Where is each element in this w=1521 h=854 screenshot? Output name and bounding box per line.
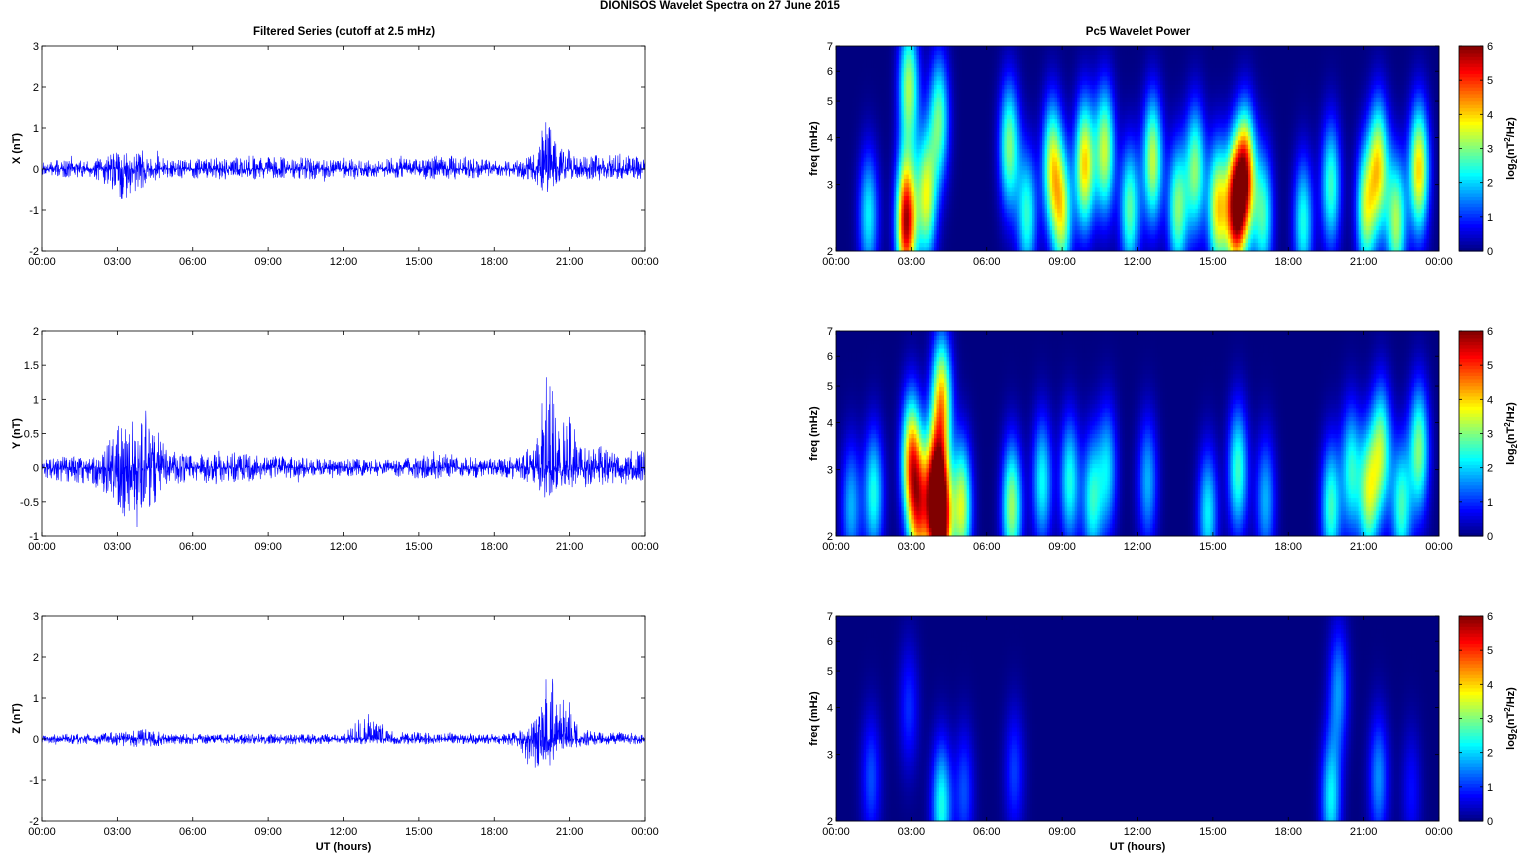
y-tick-label: 2 [33, 652, 39, 664]
x-tick-label: 18:00 [480, 256, 508, 268]
x-tick-label: 03:00 [104, 541, 132, 553]
x-tick-label: 06:00 [179, 826, 207, 838]
y-tick-label: 3 [33, 41, 39, 53]
y-axis-label: Y (nT) [11, 418, 23, 449]
figure: DIONISOS Wavelet Spectra on 27 June 2015… [0, 0, 1521, 854]
x-tick-label: 00:00 [28, 256, 56, 268]
y-axis-label: Z (nT) [11, 703, 23, 734]
y-tick-label: 1 [33, 394, 39, 406]
x-tick-label: 15:00 [405, 541, 433, 553]
y-tick-label: 2 [33, 326, 39, 338]
x-tick-label: 03:00 [104, 256, 132, 268]
y-tick-label: 0.5 [24, 429, 39, 441]
y-tick-label: 0 [33, 164, 39, 176]
x-axis-label: UT (hours) [316, 841, 372, 853]
y-tick-label: 1 [33, 693, 39, 705]
x-tick-label: 06:00 [179, 256, 207, 268]
y-tick-label: 0 [33, 463, 39, 475]
x-tick-label: 21:00 [556, 826, 584, 838]
x-tick-label: 18:00 [480, 826, 508, 838]
x-tick-label: 00:00 [631, 256, 659, 268]
x-tick-label: 00:00 [28, 541, 56, 553]
x-tick-label: 12:00 [330, 826, 358, 838]
x-tick-label: 00:00 [28, 826, 56, 838]
y-tick-label: 3 [33, 611, 39, 623]
x-tick-label: 09:00 [254, 256, 282, 268]
y-axis-label: X (nT) [11, 133, 23, 164]
figure-suptitle: DIONISOS Wavelet Spectra on 27 June 2015 [600, 0, 840, 12]
x-tick-label: 15:00 [405, 256, 433, 268]
x-tick-label: 21:00 [556, 256, 584, 268]
plot-area [42, 616, 645, 821]
x-tick-label: 09:00 [254, 541, 282, 553]
x-tick-label: 12:00 [330, 256, 358, 268]
filtered-series-title: Filtered Series (cutoff at 2.5 mHz) [253, 26, 435, 38]
x-tick-label: 21:00 [556, 541, 584, 553]
y-tick-label: -1 [29, 775, 39, 787]
x-tick-label: 15:00 [405, 826, 433, 838]
x-tick-label: 06:00 [179, 541, 207, 553]
wavelet-power-title: Pc5 Wavelet Power [1086, 26, 1191, 38]
x-tick-label: 00:00 [631, 541, 659, 553]
x-tick-label: 09:00 [254, 826, 282, 838]
x-tick-label: 03:00 [104, 826, 132, 838]
x-tick-label: 00:00 [631, 826, 659, 838]
y-tick-label: 0 [33, 734, 39, 746]
y-tick-label: -0.5 [20, 497, 39, 509]
y-tick-label: -1 [29, 205, 39, 217]
y-tick-label: 1 [33, 123, 39, 135]
x-tick-label: 12:00 [330, 541, 358, 553]
x-tick-label: 18:00 [480, 541, 508, 553]
y-tick-label: 2 [33, 82, 39, 94]
y-tick-label: 1.5 [24, 360, 39, 372]
